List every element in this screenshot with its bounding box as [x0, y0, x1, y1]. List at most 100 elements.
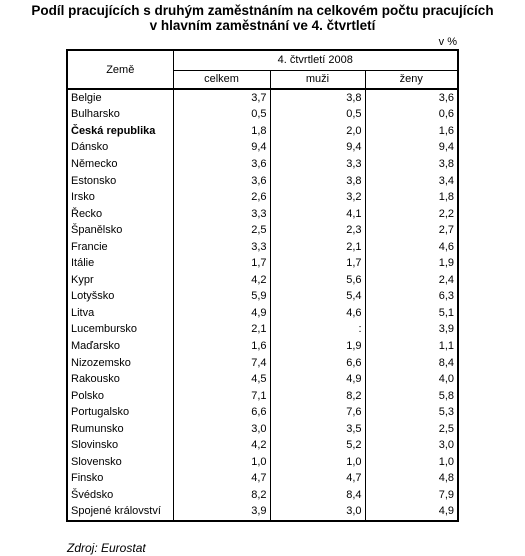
unit-label: v %	[438, 36, 457, 48]
men-cell: 1,0	[269, 454, 366, 471]
men-cell: 3,3	[269, 156, 366, 173]
men-cell: 3,2	[269, 189, 366, 206]
total-cell: 5,9	[251, 290, 267, 303]
table-row: Lucembursko 2,1: 3,9	[67, 321, 458, 339]
table-row: Slovensko 1,0 1,0 1,0	[67, 454, 458, 471]
total-cell: 4,2	[251, 439, 267, 452]
country-cell: Česká republika	[67, 123, 174, 140]
women-column-header: ženy	[365, 70, 458, 90]
women-cell: 1,8	[438, 191, 454, 204]
total-cell: 8,2	[251, 488, 267, 501]
country-column-header: Země	[67, 50, 174, 90]
women-cell: 3,9	[438, 323, 454, 336]
country-cell: Německo	[67, 156, 174, 173]
men-cell: 9,4	[269, 139, 366, 157]
total-cell: 1,6	[251, 339, 267, 352]
total-cell: 9,4	[251, 141, 267, 154]
table-row: Slovinsko 4,2 5,2 3,0	[67, 437, 458, 455]
total-cell: 3,9	[251, 505, 267, 518]
women-cell: 2,7	[438, 224, 454, 237]
country-cell: Polsko	[67, 387, 174, 405]
women-cell: 8,4	[438, 356, 454, 369]
table-row: Dánsko 9,4 9,4 9,4	[67, 139, 458, 157]
women-cell: 6,3	[438, 290, 454, 303]
total-cell: 1,8	[251, 124, 267, 137]
men-cell: 0,5	[269, 106, 366, 124]
total-cell: 3,3	[251, 207, 267, 220]
men-cell: 5,2	[269, 437, 366, 455]
table-row: Belgie 3,7 3,8 3,6	[67, 89, 458, 107]
country-cell: Lucembursko	[67, 321, 174, 339]
women-cell: 0,6	[438, 108, 454, 121]
table-row: Německo 3,6 3,3 3,8	[67, 156, 458, 173]
men-cell: 4,7	[269, 470, 366, 488]
total-cell: 7,1	[251, 389, 267, 402]
men-cell: 2,0	[269, 123, 366, 140]
country-cell: Estonsko	[67, 172, 174, 190]
country-cell: Slovinsko	[67, 437, 174, 455]
table-row: Irsko 2,6 3,2 1,8	[67, 189, 458, 206]
women-cell: 2,2	[438, 207, 454, 220]
country-cell: Portugalsko	[67, 404, 174, 421]
total-cell: 6,6	[251, 406, 267, 419]
data-table: Země 4. čtvrtletí 2008 celkem muži ženy …	[66, 49, 459, 523]
men-cell: 6,6	[269, 354, 366, 372]
country-cell: Slovensko	[67, 454, 174, 471]
men-cell: 5,4	[269, 288, 366, 306]
men-cell: 3,0	[269, 503, 366, 522]
total-cell: 1,0	[251, 455, 267, 468]
women-cell: 5,8	[438, 389, 454, 402]
women-cell: 2,5	[438, 422, 454, 435]
country-cell: Španělsko	[67, 222, 174, 239]
table-row: Polsko 7,1 8,2 5,8	[67, 387, 458, 405]
total-cell: 3,6	[251, 174, 267, 187]
men-cell: 2,3	[269, 222, 366, 239]
women-cell: 3,0	[438, 439, 454, 452]
table-row: Lotyšsko 5,9 5,4 6,3	[67, 288, 458, 306]
men-cell: 4,1	[269, 205, 366, 223]
women-cell: 3,8	[438, 157, 454, 170]
total-cell: 4,9	[251, 306, 267, 319]
total-cell: 4,7	[251, 472, 267, 485]
source-note: Zdroj: Eurostat	[67, 541, 146, 555]
table-row: Spojené království 3,9 3,0 4,9	[67, 503, 458, 522]
table-row: Česká republika 1,8 2,0 1,6	[67, 123, 458, 140]
country-cell: Lotyšsko	[67, 288, 174, 306]
women-cell: 1,9	[438, 257, 454, 270]
men-cell: 3,5	[269, 420, 366, 438]
table-row: Španělsko 2,5 2,3 2,7	[67, 222, 458, 239]
total-cell: 3,6	[251, 157, 267, 170]
country-cell: Maďarsko	[67, 338, 174, 355]
total-cell: 2,6	[251, 191, 267, 204]
women-cell: 4,9	[438, 505, 454, 518]
total-column-header: celkem	[173, 70, 270, 90]
men-column-header: muži	[269, 70, 366, 90]
women-cell: 3,6	[438, 91, 454, 104]
total-cell: 0,5	[251, 108, 267, 121]
title-line-2: v hlavním zaměstnání ve 4. čtvrtletí	[149, 18, 376, 33]
men-cell: 8,4	[269, 487, 366, 504]
women-cell: 9,4	[438, 141, 454, 154]
men-cell: 7,6	[269, 404, 366, 421]
men-cell: 2,1	[269, 238, 366, 256]
men-cell: 5,6	[269, 272, 366, 289]
men-cell: 1,9	[269, 338, 366, 355]
table-row: Maďarsko 1,6 1,9 1,1	[67, 338, 458, 355]
women-cell: 1,6	[438, 124, 454, 137]
total-cell: 3,3	[251, 240, 267, 253]
table-row: Litva 4,9 4,6 5,1	[67, 305, 458, 322]
women-cell: 4,8	[438, 472, 454, 485]
women-cell: 2,4	[438, 273, 454, 286]
table-row: Kypr 4,2 5,6 2,4	[67, 272, 458, 289]
total-cell: 1,7	[251, 257, 267, 270]
men-cell: :	[269, 321, 366, 339]
table-body: Belgie 3,7 3,8 3,6 Bulharsko 0,5 0,5 0,6 Česká r…	[67, 89, 458, 522]
total-cell: 2,1	[251, 323, 267, 336]
women-cell: 5,1	[438, 306, 454, 319]
total-cell: 4,5	[251, 373, 267, 386]
country-cell: Dánsko	[67, 139, 174, 157]
men-cell: 4,6	[269, 305, 366, 322]
country-cell: Spojené království	[67, 503, 174, 522]
total-cell: 4,2	[251, 273, 267, 286]
men-cell: 3,8	[269, 172, 366, 190]
